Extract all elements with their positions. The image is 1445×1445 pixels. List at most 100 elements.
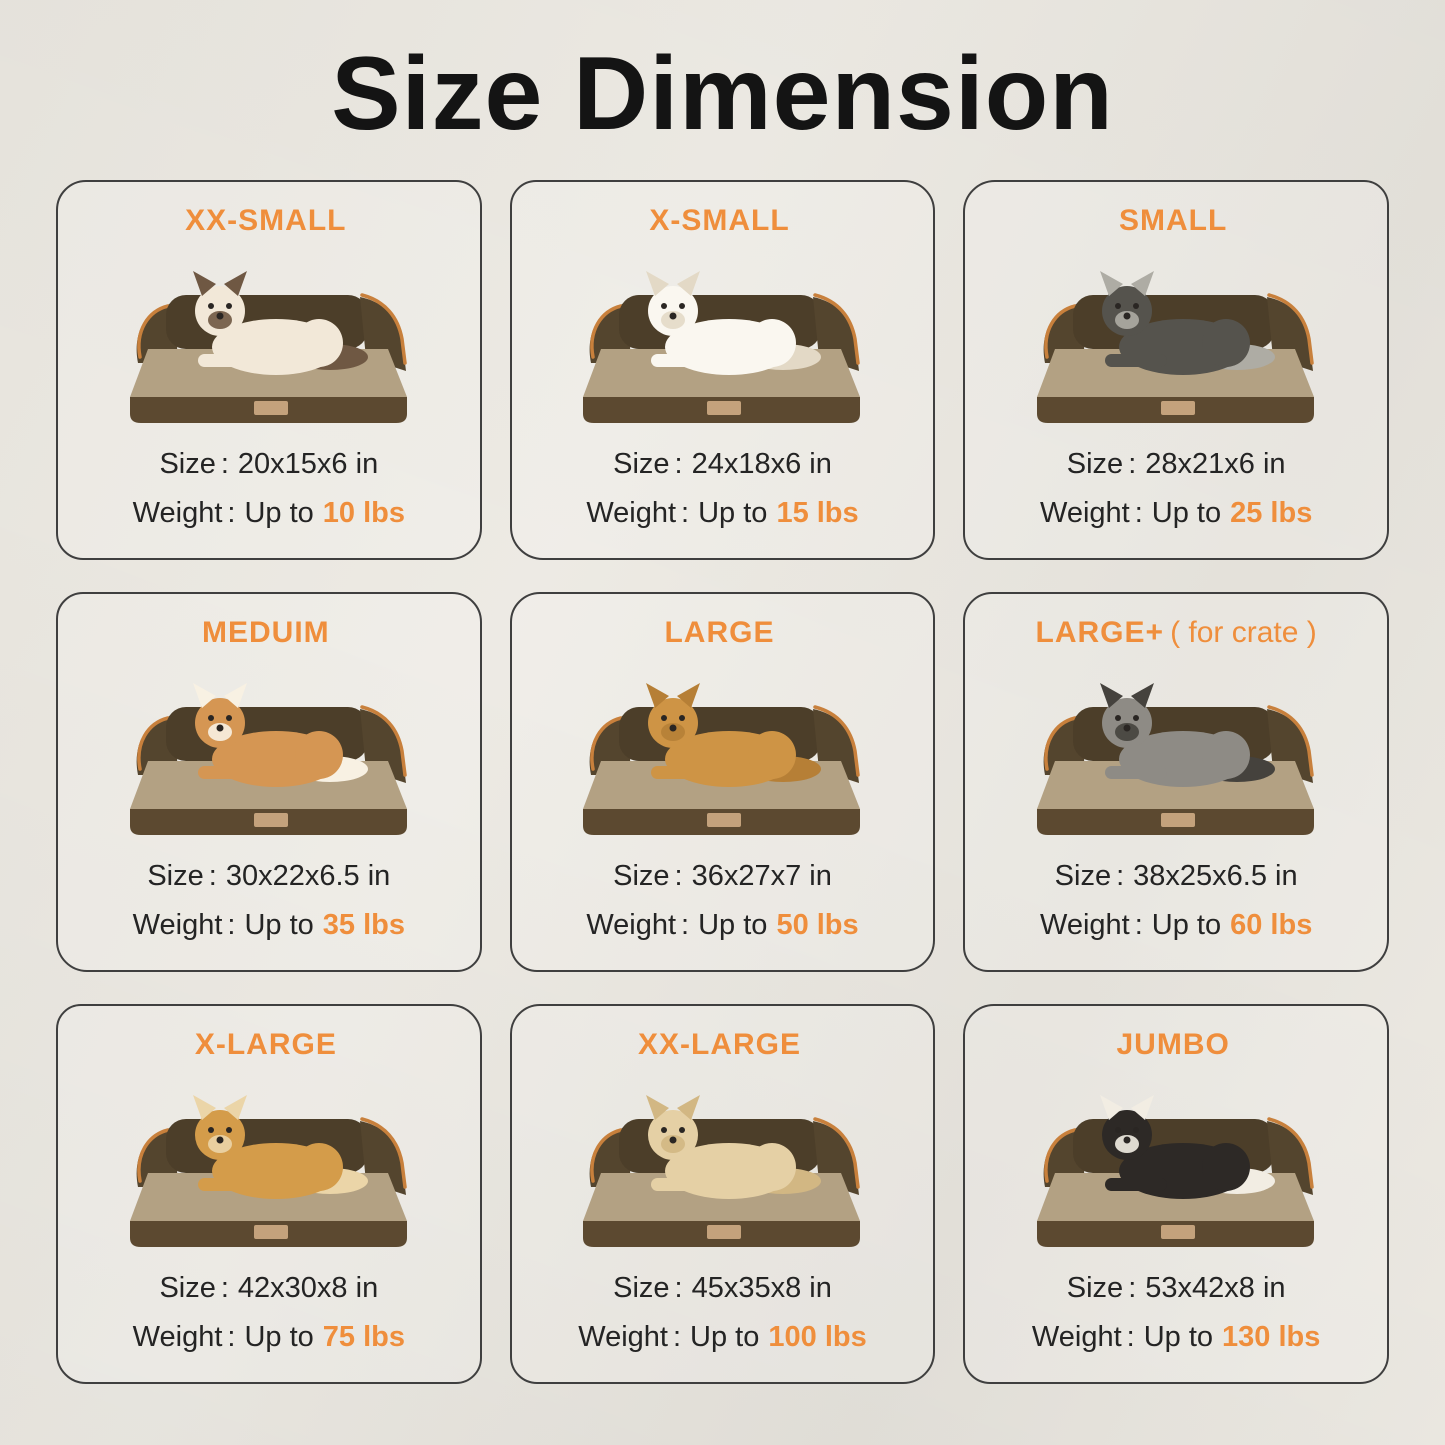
size-name-label: MEDUIM [202, 616, 330, 649]
size-separator: : [208, 860, 217, 892]
size-value: 20x15x6 in [237, 448, 379, 480]
size-name-label: SMALL [1118, 204, 1228, 237]
weight-value: 75 lbs [322, 1321, 405, 1353]
weight-prefix: Up to [1151, 909, 1222, 941]
size-key: Size [1054, 860, 1112, 892]
size-spec: Size:20x15x6 in [159, 450, 378, 479]
size-spec: Size:53x42x8 in [1067, 1274, 1286, 1303]
size-card-heading: MEDUIM [202, 616, 336, 654]
size-card: XX-LARGE [509, 1004, 936, 1384]
pet-bed-photo [58, 1066, 480, 1274]
size-separator: : [674, 448, 683, 480]
size-name-label: XX-SMALL [185, 204, 347, 237]
weight-separator: : [1126, 1321, 1135, 1353]
golden-retriever-on-bed-illustration [129, 1095, 407, 1247]
weight-prefix: Up to [690, 1321, 760, 1353]
weight-prefix: Up to [244, 909, 314, 941]
weight-key: Weight [132, 1321, 223, 1353]
weight-separator: : [681, 909, 690, 941]
weight-value: 130 lbs [1222, 1321, 1321, 1353]
weight-prefix: Up to [244, 1321, 314, 1353]
size-name-label: X-SMALL [649, 204, 790, 237]
weight-prefix: Up to [698, 497, 768, 529]
size-card: X-LARGE [56, 1004, 482, 1384]
weight-value: 25 lbs [1230, 497, 1313, 529]
size-spec: Size:38x25x6.5 in [1055, 862, 1298, 891]
size-card-heading: JUMBO [1116, 1028, 1235, 1066]
size-key: Size [1066, 1272, 1124, 1304]
weight-spec: Weight: Up to 35 lbs [133, 911, 405, 940]
size-card-heading: X-LARGE [195, 1028, 343, 1066]
weight-key: Weight [1039, 497, 1130, 529]
size-value: 42x30x8 in [237, 1272, 379, 1304]
size-separator: : [674, 1272, 683, 1304]
pet-bed-photo [965, 654, 1387, 862]
weight-spec: Weight: Up to 60 lbs [1040, 911, 1312, 940]
corgi-on-bed-illustration [129, 683, 407, 835]
weight-value: 35 lbs [322, 909, 405, 941]
weight-key: Weight [132, 497, 223, 529]
size-spec: Size:45x35x8 in [613, 1274, 832, 1303]
size-card: X-SMALL [509, 180, 936, 560]
size-card: JUMBO [963, 1004, 1389, 1384]
weight-value: 15 lbs [776, 497, 859, 529]
pet-bed-photo [58, 654, 480, 862]
size-separator: : [1116, 860, 1125, 892]
weight-key: Weight [132, 909, 223, 941]
size-name-label: JUMBO [1116, 1028, 1230, 1061]
size-separator: : [1128, 448, 1137, 480]
pet-bed-photo [58, 242, 480, 450]
weight-spec: Weight: Up to 25 lbs [1040, 499, 1312, 528]
size-separator: : [220, 448, 229, 480]
golden-retriever-on-bed-illustration [583, 683, 861, 835]
pet-bed-photo [965, 242, 1387, 450]
weight-separator: : [1134, 497, 1143, 529]
size-value: 24x18x6 in [691, 448, 832, 480]
size-card: MEDUIM [56, 592, 482, 972]
size-separator: : [220, 1272, 229, 1304]
white-pomeranian-on-bed-illustration [583, 271, 861, 423]
pet-bed-photo [512, 242, 934, 450]
ragdoll-cat-on-bed-illustration [129, 271, 407, 423]
size-card-heading: X-SMALL [649, 204, 795, 242]
size-spec: Size:24x18x6 in [613, 450, 832, 479]
weight-spec: Weight: Up to 100 lbs [578, 1323, 866, 1352]
size-name-label: LARGE [664, 616, 775, 649]
size-spec: Size:30x22x6.5 in [147, 862, 390, 891]
weight-separator: : [227, 1321, 236, 1353]
size-card-heading: SMALL [1119, 204, 1233, 242]
pet-bed-photo [965, 1066, 1387, 1274]
size-value: 30x22x6.5 in [225, 860, 391, 892]
weight-spec: Weight: Up to 10 lbs [133, 499, 405, 528]
weight-value: 60 lbs [1230, 909, 1313, 941]
weight-spec: Weight: Up to 75 lbs [133, 1323, 405, 1352]
size-card: XX-SMALL [56, 180, 482, 560]
size-card-heading: LARGE [664, 616, 780, 654]
pet-bed-photo [512, 654, 934, 862]
size-value: 36x27x7 in [691, 860, 832, 892]
weight-spec: Weight: Up to 50 lbs [586, 911, 858, 940]
yellow-labrador-on-bed-illustration [583, 1095, 861, 1247]
weight-prefix: Up to [1151, 497, 1222, 529]
grey-schnauzer-on-bed-illustration [1037, 271, 1315, 423]
size-key: Size [159, 448, 216, 480]
size-name-label: XX-LARGE [637, 1028, 801, 1061]
size-value: 45x35x8 in [691, 1272, 832, 1304]
size-key: Size [613, 1272, 670, 1304]
weight-prefix: Up to [1143, 1321, 1214, 1353]
weight-key: Weight [1039, 909, 1130, 941]
weight-separator: : [227, 909, 236, 941]
size-separator: : [674, 860, 683, 892]
weight-key: Weight [586, 497, 677, 529]
size-spec: Size:42x30x8 in [159, 1274, 378, 1303]
size-spec: Size:36x27x7 in [613, 862, 832, 891]
size-name-label: LARGE+ [1035, 616, 1165, 649]
size-value: 53x42x8 in [1145, 1272, 1286, 1304]
size-card: LARGE [509, 592, 936, 972]
pet-bed-photo [512, 1066, 934, 1274]
weight-separator: : [672, 1321, 682, 1353]
size-card-heading: XX-SMALL [185, 204, 352, 242]
size-card-heading: LARGE+( for crate ) [1036, 616, 1317, 654]
weight-spec: Weight: Up to 130 lbs [1032, 1323, 1320, 1352]
size-grid: XX-SMALL [0, 180, 1445, 1384]
